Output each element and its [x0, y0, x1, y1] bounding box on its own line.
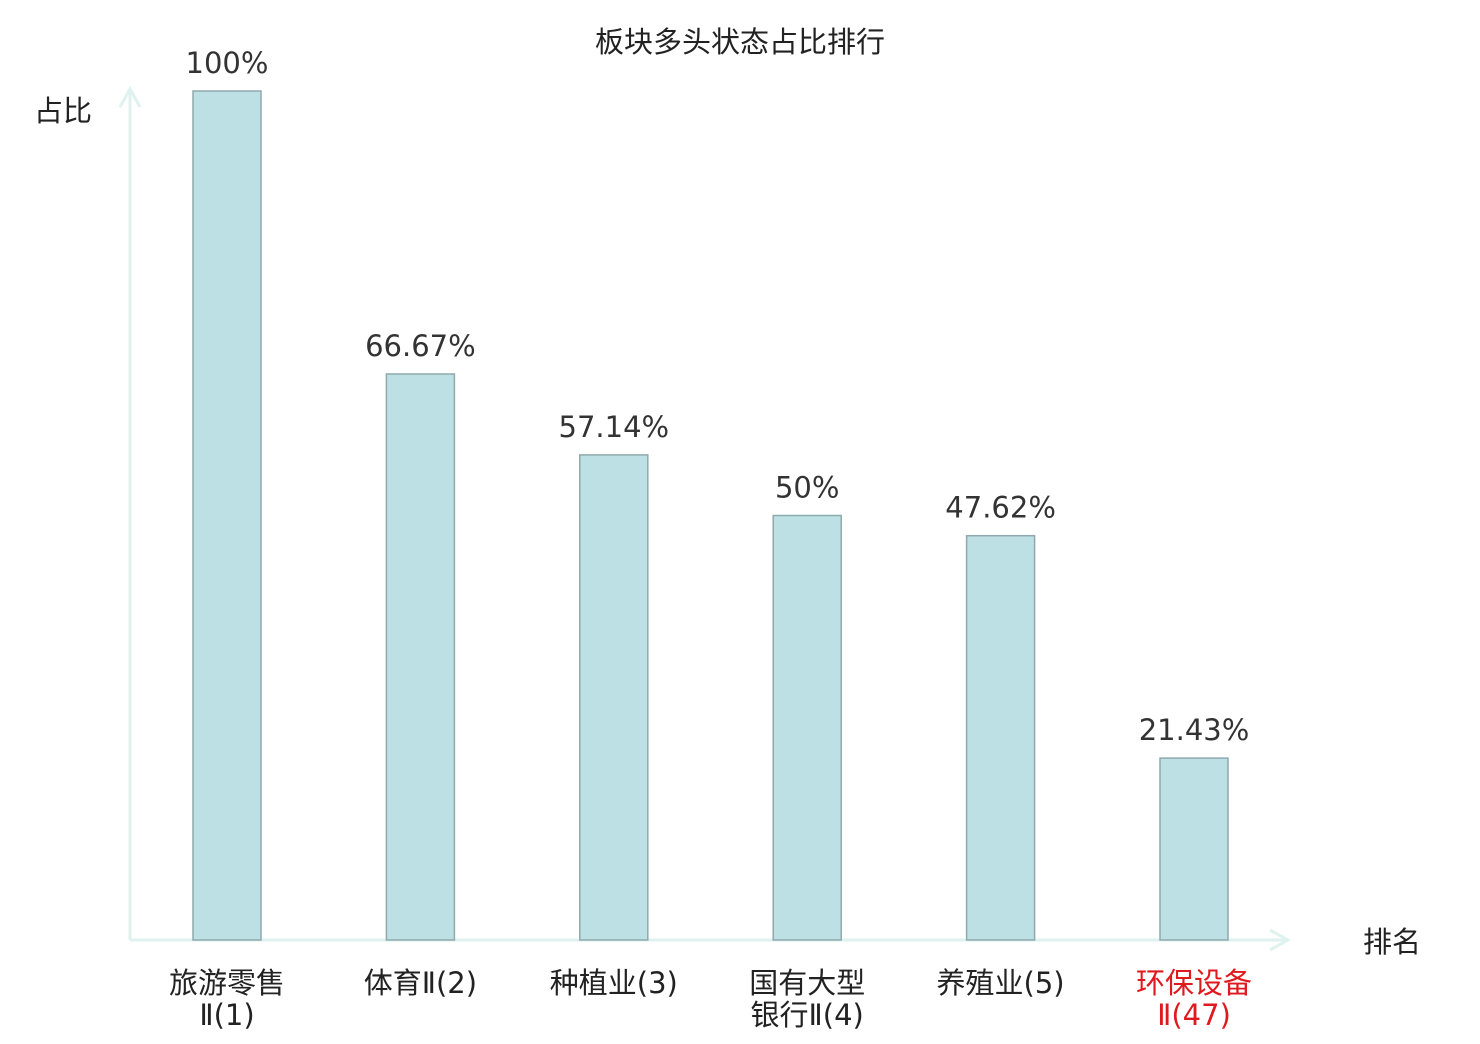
y-axis-arrow [118, 85, 142, 108]
x-tick-label: 旅游零售 [169, 966, 285, 1000]
x-tick-label: 环保设备 [1136, 966, 1252, 1000]
bar [579, 454, 649, 941]
bars-group [192, 90, 1229, 941]
bar-value-label: 21.43% [1139, 713, 1250, 747]
bar-value-label: 100% [186, 46, 269, 80]
value-labels-group: 100% 66.67% 57.14% 50% 47.62% 21.43% [186, 46, 1250, 747]
chart-title: 板块多头状态占比排行 [595, 25, 885, 59]
bar [965, 534, 1036, 941]
bar [1159, 757, 1229, 941]
y-axis-label: 占比 [34, 94, 92, 128]
bar [192, 90, 262, 941]
bar-value-label: 47.62% [945, 491, 1056, 525]
bar-value-label: 50% [775, 471, 839, 505]
x-tick-label: 国有大型 [749, 966, 865, 1000]
x-axis-label: 排名 [1363, 925, 1421, 959]
axes [118, 85, 1292, 952]
bar [385, 373, 456, 941]
x-tick-label: 养殖业(5) [937, 966, 1065, 1000]
x-tick-label-line2: 银行Ⅱ(4) [751, 998, 864, 1032]
bar-value-label: 57.14% [559, 410, 670, 444]
x-tick-label: 体育Ⅱ(2) [364, 966, 477, 1000]
x-tick-label-line2: Ⅱ(1) [199, 998, 254, 1032]
bar-value-label: 66.67% [365, 329, 476, 363]
x-tick-label: 种植业(3) [550, 966, 678, 1000]
x-axis-arrow [1269, 928, 1292, 952]
x-tick-label-line2: Ⅱ(47) [1157, 998, 1231, 1032]
bar [772, 514, 842, 941]
